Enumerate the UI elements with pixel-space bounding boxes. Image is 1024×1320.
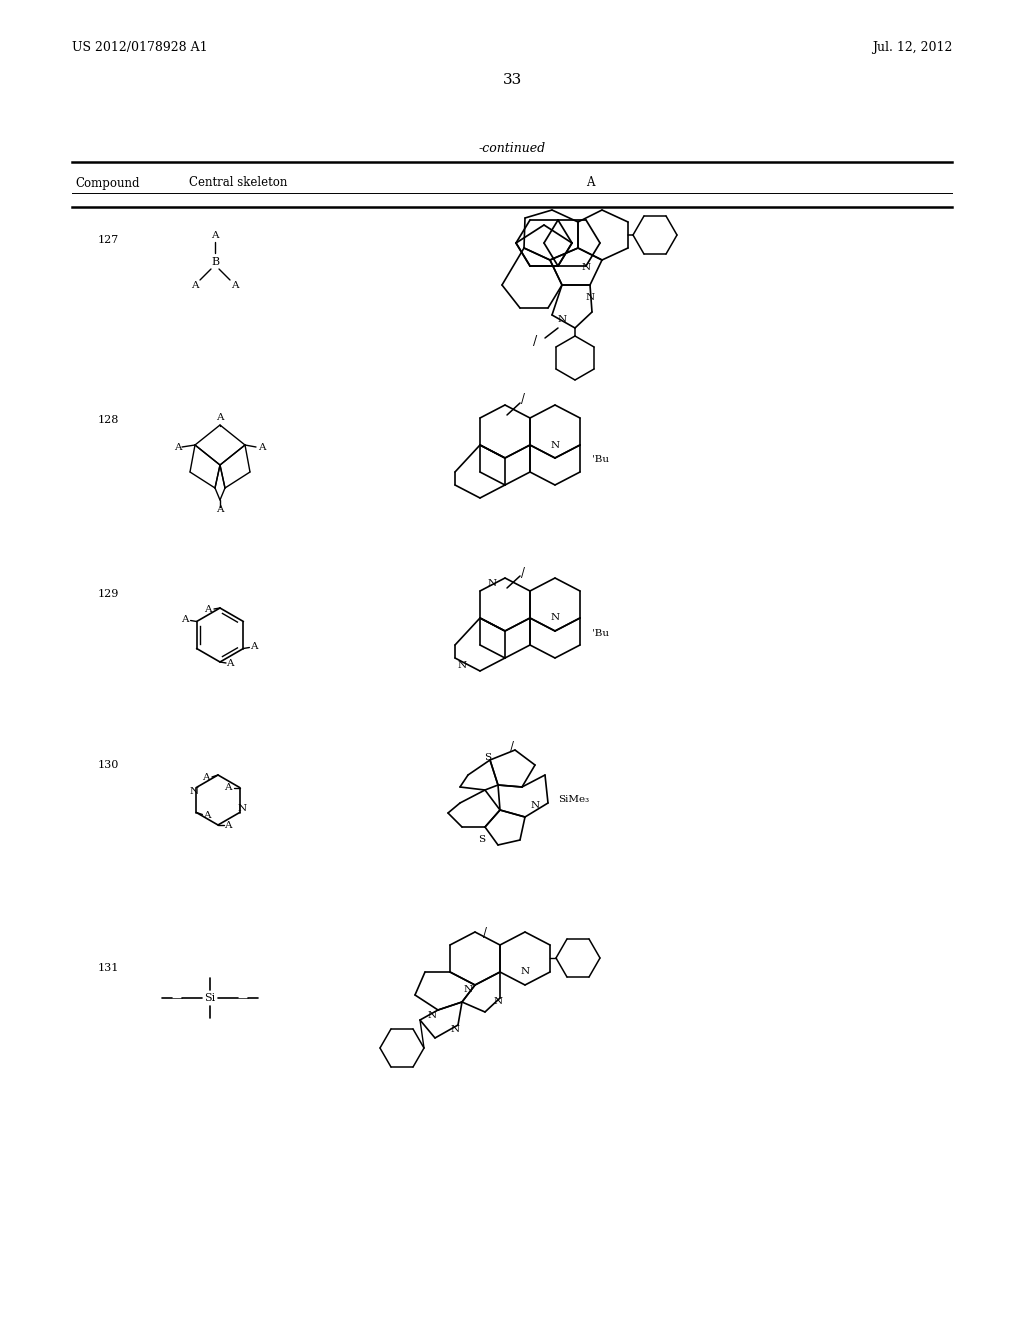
Text: N: N [189, 787, 199, 796]
Text: A: A [258, 442, 266, 451]
Text: N: N [451, 1026, 460, 1035]
Text: 127: 127 [97, 235, 119, 246]
Text: 131: 131 [97, 964, 119, 973]
Text: N: N [458, 661, 467, 671]
Text: A: A [211, 231, 219, 240]
Text: A: A [250, 642, 257, 651]
Text: N: N [427, 1011, 436, 1019]
Text: A: A [224, 783, 231, 792]
Text: A: A [216, 413, 224, 422]
Text: A: A [226, 660, 233, 668]
Text: N: N [557, 315, 566, 325]
Text: 129: 129 [97, 589, 119, 599]
Text: N: N [586, 293, 595, 302]
Text: A: A [586, 177, 594, 190]
Text: Si: Si [205, 993, 216, 1003]
Text: SiMe₃: SiMe₃ [558, 796, 589, 804]
Text: US 2012/0178928 A1: US 2012/0178928 A1 [72, 41, 208, 54]
Text: -continued: -continued [478, 141, 546, 154]
Text: A: A [204, 606, 212, 615]
Text: 'Bu: 'Bu [592, 628, 609, 638]
Text: N: N [520, 968, 529, 977]
Text: N: N [530, 800, 540, 809]
Text: N: N [494, 998, 503, 1006]
Text: A: A [231, 281, 239, 289]
Text: /: / [510, 742, 514, 755]
Text: N: N [487, 578, 497, 587]
Text: B: B [211, 257, 219, 267]
Text: N: N [551, 441, 559, 450]
Text: /: / [532, 334, 538, 347]
Text: A: A [224, 821, 231, 829]
Text: /: / [521, 566, 525, 579]
Text: N: N [582, 263, 591, 272]
Text: 130: 130 [97, 760, 119, 770]
Text: Jul. 12, 2012: Jul. 12, 2012 [871, 41, 952, 54]
Text: A: A [203, 774, 210, 783]
Text: Compound: Compound [76, 177, 140, 190]
Text: A: A [174, 442, 181, 451]
Text: A: A [203, 810, 210, 820]
Text: S: S [478, 836, 485, 845]
Text: Central skeleton: Central skeleton [188, 177, 287, 190]
Text: 128: 128 [97, 414, 119, 425]
Text: /: / [521, 393, 525, 407]
Text: 33: 33 [503, 73, 521, 87]
Text: A: A [181, 615, 188, 624]
Text: /: / [483, 927, 487, 940]
Text: A: A [191, 281, 199, 289]
Text: 'Bu: 'Bu [592, 455, 609, 465]
Text: N: N [238, 804, 246, 813]
Text: N: N [551, 614, 559, 623]
Text: S: S [484, 752, 492, 762]
Text: N: N [464, 986, 472, 994]
Text: A: A [216, 506, 224, 515]
